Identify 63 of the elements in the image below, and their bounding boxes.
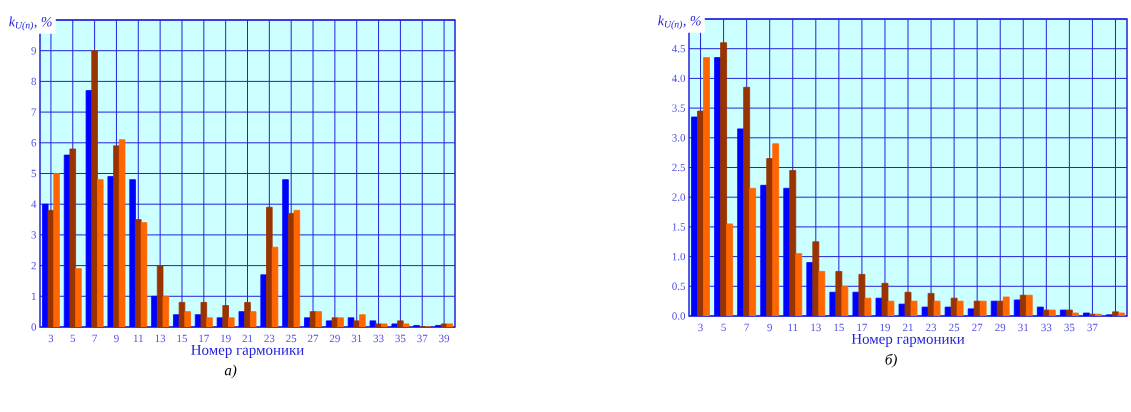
y-tick-label: 0.0 [672,312,686,320]
x-tick-label: 39 [439,334,450,343]
y-tick-label: 4.5 [672,45,686,53]
x-tick-label: 33 [1041,323,1052,332]
x-tick-label: 7 [92,334,98,342]
x-tick-label: 19 [880,323,890,332]
x-tick-label: 23 [926,323,937,332]
y-tick-label: 0.5 [672,282,686,291]
y-tick-label: 1.5 [672,223,686,231]
x-tick-label: 27 [972,323,983,332]
x-tick-label: 31 [1018,323,1029,332]
x-tick-label: 33 [373,334,384,343]
y-tick-label: 1.0 [672,252,686,261]
x-tick-label: 19 [221,334,231,343]
x-tick-label: 13 [811,323,821,332]
y-tick-label: 5 [31,169,37,178]
x-tick-label: 15 [177,334,188,343]
x-tick-label: 25 [286,334,297,343]
x-tick-label: 3 [698,323,703,332]
x-tick-label: 7 [744,323,750,331]
y-tick-label: 8 [31,77,37,86]
y-tick-label: 3.0 [672,134,686,142]
x-tick-label: 37 [1087,323,1098,332]
y-tick-label: 0 [31,323,37,331]
y-tick-label: 4 [31,200,37,208]
x-axis-title: Номер гармоники [851,333,965,347]
x-tick-label: 17 [857,323,868,332]
x-tick-label: 11 [133,334,143,343]
x-tick-label: 21 [903,323,913,332]
x-tick-label: 29 [995,323,1006,332]
x-tick-label: 35 [1064,323,1075,332]
y-axis-title: k$_{U(n)}$, % [9,16,52,31]
y-tick-label: 2.0 [672,193,686,201]
y-tick-label: 1 [31,292,36,300]
x-tick-label: 3 [48,334,54,343]
y-tick-label: 4.0 [672,74,686,83]
y-tick-label: 7 [31,108,37,116]
y-tick-label: 9 [31,47,37,55]
x-tick-label: 23 [264,334,275,343]
x-tick-label: 15 [834,323,844,332]
y-tick-label: 2 [31,261,36,270]
text: б) [885,353,897,368]
x-tick-label: 29 [329,334,340,343]
x-tick-label: 5 [70,334,76,343]
x-tick-label: 9 [114,334,119,343]
x-tick-label: 31 [351,334,362,343]
text: а) [224,364,237,379]
x-tick-label: 37 [417,334,428,343]
x-tick-label: 27 [308,334,319,343]
x-tick-label: 21 [242,334,253,343]
x-tick-label: 5 [721,323,726,332]
x-tick-label: 13 [155,334,166,343]
y-tick-label: 6 [31,139,37,147]
x-tick-label: 9 [767,323,772,332]
y-axis-title: k$_{U(n)}$, % [658,15,701,30]
y-tick-label: 3.5 [672,104,686,112]
x-tick-label: 11 [788,323,798,332]
x-tick-label: 35 [395,334,406,343]
y-tick-label: 3 [31,231,37,239]
x-tick-label: 17 [199,334,209,343]
x-tick-label: 25 [949,323,960,332]
y-tick-label: 2.5 [672,163,686,172]
x-axis-title: Номер гармоники [191,344,304,358]
